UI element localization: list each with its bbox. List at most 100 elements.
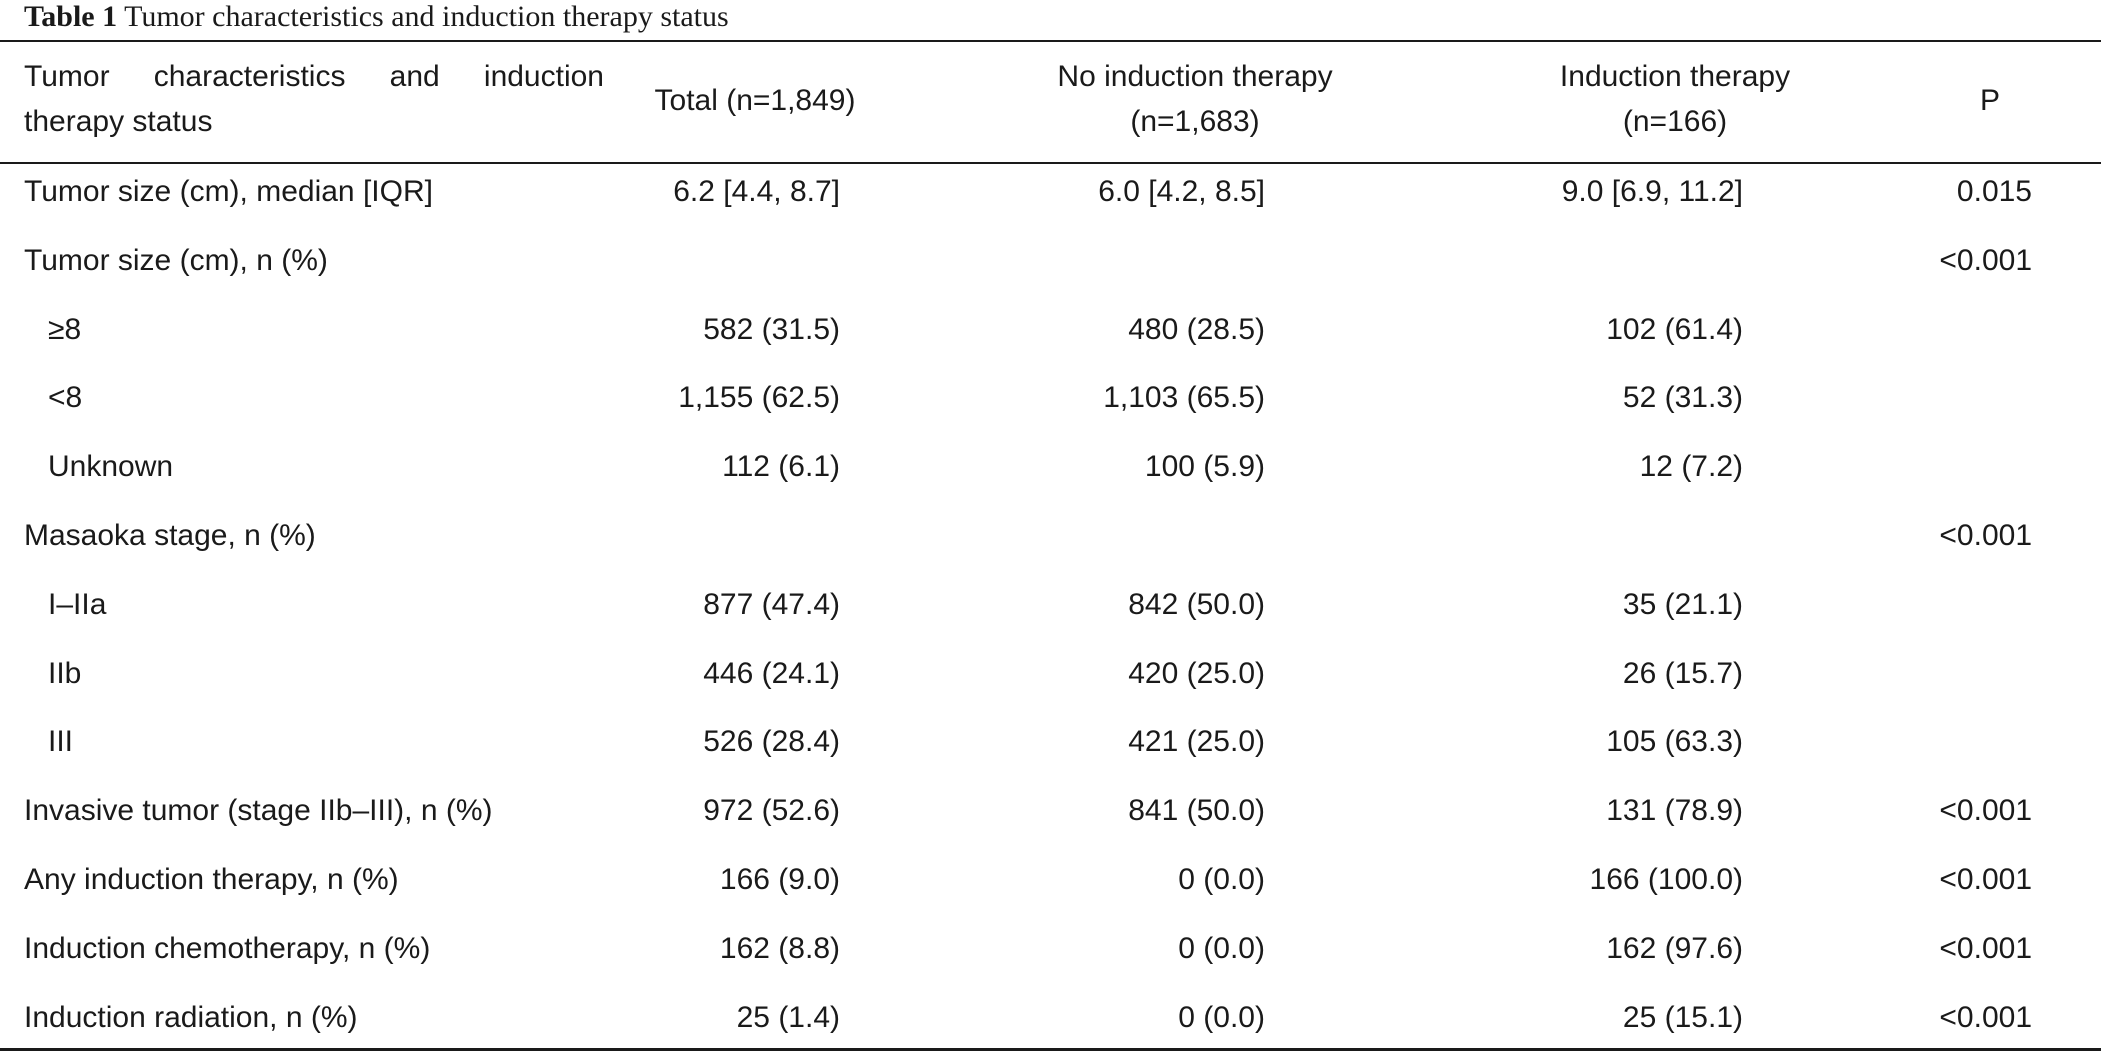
table-row: Unknown 112 (6.1) 100 (5.9) 12 (7.2) <box>0 445 2101 514</box>
total-cell-value: 112 (6.1) <box>722 450 840 484</box>
p-value-cell <box>0 376 2101 445</box>
no-induction-cell: 0 (0.0) <box>0 927 2101 996</box>
no-induction-cell: 480 (28.5) <box>0 308 2101 377</box>
table-row: Masaoka stage, n (%) <0.001 <box>0 514 2101 583</box>
induction-cell: 12 (7.2) <box>0 445 2101 514</box>
no-induction-cell-value: 0 (0.0) <box>1178 931 1265 965</box>
p-value-cell: <0.001 <box>0 858 2101 927</box>
total-cell: 162 (8.8) <box>0 927 2101 996</box>
induction-cell: 162 (97.6) <box>0 927 2101 996</box>
no-induction-cell-value: 0 (0.0) <box>1178 862 1265 896</box>
no-induction-cell: 421 (25.0) <box>0 720 2101 789</box>
total-cell: 6.2 [4.4, 8.7] <box>0 170 2101 239</box>
total-cell: 1,155 (62.5) <box>0 376 2101 445</box>
total-cell: 582 (31.5) <box>0 308 2101 377</box>
table-row: IIb 446 (24.1) 420 (25.0) 26 (15.7) <box>0 652 2101 721</box>
total-cell: 877 (47.4) <box>0 583 2101 652</box>
no-induction-cell-value: 1,103 (65.5) <box>1103 381 1265 415</box>
table-caption-label: Table 1 <box>24 0 118 33</box>
no-induction-cell: 841 (50.0) <box>0 789 2101 858</box>
bottom-rule <box>0 1048 2101 1051</box>
total-cell-value: 1,155 (62.5) <box>678 381 840 415</box>
p-value-cell-value: <0.001 <box>1939 243 2032 277</box>
p-value-cell <box>0 652 2101 721</box>
row-label: ≥8 <box>48 312 82 346</box>
table-row: Tumor size (cm), n (%) <0.001 <box>0 239 2101 308</box>
total-cell-value: 582 (31.5) <box>703 312 840 346</box>
no-induction-cell-value: 480 (28.5) <box>1128 312 1265 346</box>
table-row: ≥8 582 (31.5) 480 (28.5) 102 (61.4) <box>0 308 2101 377</box>
p-value-cell <box>0 720 2101 789</box>
total-cell-value: 25 (1.4) <box>736 1000 840 1034</box>
row-label: Invasive tumor (stage IIb–III), n (%) <box>24 794 493 828</box>
table-row: Any induction therapy, n (%) 166 (9.0) 0 (… <box>0 858 2101 927</box>
total-cell-value: 972 (52.6) <box>703 794 840 828</box>
table-row: Invasive tumor (stage IIb–III), n (%) 972… <box>0 789 2101 858</box>
no-induction-cell: 842 (50.0) <box>0 583 2101 652</box>
total-cell-value: 877 (47.4) <box>703 587 840 621</box>
table-caption: Table 1 Tumor characteristics and induct… <box>24 0 729 34</box>
table-caption-text: Tumor characteristics and induction ther… <box>124 0 729 33</box>
p-value-cell: <0.001 <box>0 789 2101 858</box>
table-row: <8 1,155 (62.5) 1,103 (65.5) 52 (31.3) <box>0 376 2101 445</box>
header-induction: Induction therapy (n=166) <box>1559 60 1791 138</box>
induction-cell-value: 102 (61.4) <box>1606 312 1743 346</box>
no-induction-cell-value: 421 (25.0) <box>1128 725 1265 759</box>
row-label: Induction chemotherapy, n (%) <box>24 931 431 965</box>
p-value-cell-value: <0.001 <box>1939 518 2032 552</box>
table-row: Tumor size (cm), median [IQR] 6.2 [4.4, 8… <box>0 170 2101 239</box>
p-value-cell <box>0 445 2101 514</box>
no-induction-cell: 0 (0.0) <box>0 858 2101 927</box>
p-value-cell: 0.015 <box>0 170 2101 239</box>
p-value-cell <box>0 583 2101 652</box>
total-cell-value: 526 (28.4) <box>703 725 840 759</box>
induction-cell: 102 (61.4) <box>0 308 2101 377</box>
induction-cell-value: 12 (7.2) <box>1639 450 1743 484</box>
row-label: Unknown <box>48 450 174 484</box>
induction-cell: 25 (15.1) <box>0 996 2101 1064</box>
no-induction-cell-value: 0 (0.0) <box>1178 1000 1265 1034</box>
induction-cell-value: 162 (97.6) <box>1606 931 1743 965</box>
induction-cell-value: 52 (31.3) <box>1622 381 1743 415</box>
table-row: III 526 (28.4) 421 (25.0) 105 (63.3) <box>0 720 2101 789</box>
total-cell: 166 (9.0) <box>0 858 2101 927</box>
total-cell-value: 166 (9.0) <box>719 862 840 896</box>
total-cell: 25 (1.4) <box>0 996 2101 1064</box>
table-body: Tumor size (cm), median [IQR] 6.2 [4.4, 8… <box>0 170 2101 1064</box>
p-value-cell-value: 0.015 <box>1956 175 2032 208</box>
table-row: Induction chemotherapy, n (%) 162 (8.8) 0 … <box>0 927 2101 996</box>
induction-cell: 52 (31.3) <box>0 376 2101 445</box>
table-row: I–IIa 877 (47.4) 842 (50.0) 35 (21.1) <box>0 583 2101 652</box>
p-value-cell: <0.001 <box>0 514 2101 583</box>
total-cell-value: 6.2 [4.4, 8.7] <box>673 175 840 208</box>
total-cell: 972 (52.6) <box>0 789 2101 858</box>
p-value-cell: <0.001 <box>0 996 2101 1064</box>
top-rule <box>0 40 2101 42</box>
p-value-cell-value: <0.001 <box>1939 931 2032 965</box>
induction-cell-value: 25 (15.1) <box>1622 1000 1743 1034</box>
no-induction-cell-value: 6.0 [4.2, 8.5] <box>1098 175 1265 208</box>
no-induction-cell: 0 (0.0) <box>0 996 2101 1064</box>
header-p-value: P <box>1979 84 2000 117</box>
table-row: Induction radiation, n (%) 25 (1.4) 0 (0.0… <box>0 996 2101 1064</box>
p-value-cell-value: <0.001 <box>1939 1000 2032 1034</box>
induction-cell-value: 26 (15.7) <box>1622 656 1743 690</box>
no-induction-cell: 6.0 [4.2, 8.5] <box>0 170 2101 239</box>
induction-cell-value: 105 (63.3) <box>1606 725 1743 759</box>
row-label: Tumor size (cm), n (%) <box>24 243 328 277</box>
total-cell: 526 (28.4) <box>0 720 2101 789</box>
row-label: Masaoka stage, n (%) <box>24 518 316 552</box>
header-total: Total (n=1,849) <box>654 84 856 117</box>
total-cell-value: 446 (24.1) <box>703 656 840 690</box>
no-induction-cell: 1,103 (65.5) <box>0 376 2101 445</box>
no-induction-cell: 420 (25.0) <box>0 652 2101 721</box>
induction-cell-value: 9.0 [6.9, 11.2] <box>1561 175 1743 208</box>
row-label: Any induction therapy, n (%) <box>24 862 399 896</box>
row-label: I–IIa <box>48 587 107 621</box>
total-cell-value: 162 (8.8) <box>719 931 840 965</box>
no-induction-cell-value: 842 (50.0) <box>1128 587 1265 621</box>
induction-cell: 105 (63.3) <box>0 720 2101 789</box>
no-induction-cell-value: 100 (5.9) <box>1144 450 1265 484</box>
induction-cell-value: 35 (21.1) <box>1622 587 1743 621</box>
